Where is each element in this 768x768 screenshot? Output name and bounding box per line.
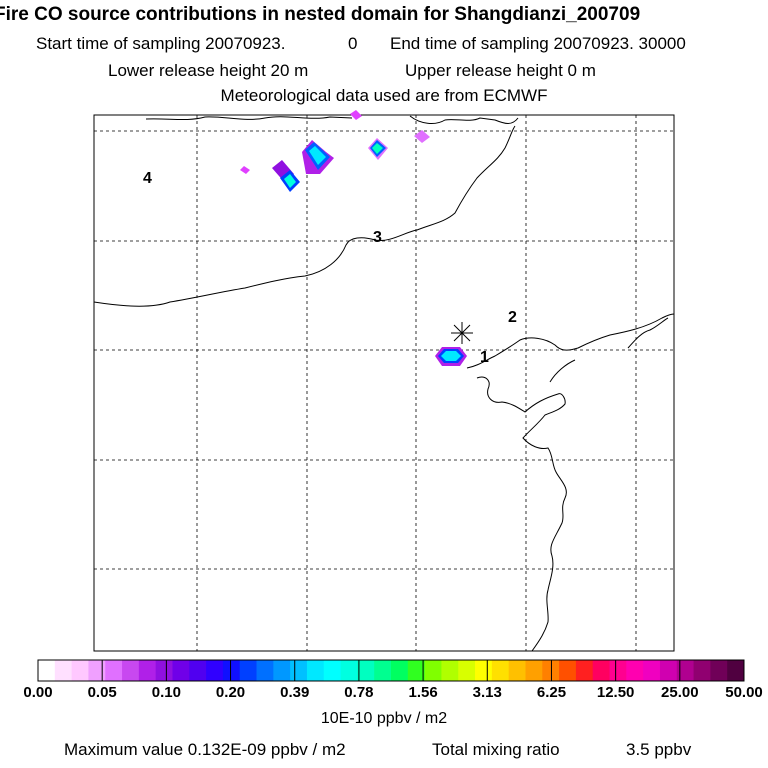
color-scale [38, 660, 745, 681]
color-scale-cell [88, 660, 106, 681]
color-scale-units: 10E-10 ppbv / m2 [320, 710, 448, 727]
color-scale-cell [189, 660, 207, 681]
color-scale-cell [592, 660, 611, 681]
color-scale-cell [71, 660, 89, 681]
color-scale-tick-label: 6.25 [536, 684, 567, 701]
color-scale-cell [323, 660, 342, 681]
coastline [476, 376, 567, 652]
color-scale-cell [172, 660, 190, 681]
map-frame [93, 114, 675, 652]
color-scale-cell [458, 660, 476, 681]
region-label-3: 3 [373, 229, 382, 246]
color-scale-tick-label: 25.00 [661, 684, 699, 701]
color-scale-cell [441, 660, 459, 681]
receptor-star-icon [451, 322, 473, 344]
color-scale-cell [222, 660, 241, 681]
region-label-2: 2 [508, 309, 517, 326]
plume-cell [414, 130, 430, 143]
color-scale-dividers [101, 660, 681, 681]
region-label-4: 4 [143, 170, 152, 187]
border-line [145, 116, 353, 121]
color-scale-cell [575, 660, 594, 681]
plume-cell [372, 143, 383, 154]
color-scale-cell [273, 660, 291, 681]
color-scale-cell [54, 660, 73, 681]
color-scale-cell [290, 660, 308, 681]
lower-release-height: Lower release height 20 m [108, 61, 309, 80]
plume-cell [309, 146, 326, 165]
color-scale-cell [424, 660, 442, 681]
color-scale-cell [340, 660, 358, 681]
color-scale-cell [559, 660, 577, 681]
color-scale-cell [239, 660, 258, 681]
color-scale-cell [475, 660, 493, 681]
color-scale-cell [407, 660, 426, 681]
concentration-plumes [240, 110, 467, 366]
color-scale-tick-label: 0.20 [215, 684, 246, 701]
total-mixing-value: 3.5 ppbv [626, 740, 692, 759]
color-scale-tick-label: 3.13 [472, 684, 502, 701]
color-scale-cell [138, 660, 157, 681]
map-boundaries [93, 115, 675, 652]
color-scale-cell [626, 660, 644, 681]
color-scale-cell [491, 660, 510, 681]
color-scale-cell [710, 660, 728, 681]
color-scale-cell [155, 660, 173, 681]
total-mixing-label: Total mixing ratio [432, 740, 560, 759]
border-line [93, 125, 516, 307]
color-scale-tick-label: 0.10 [151, 684, 181, 701]
color-scale-cell [676, 660, 695, 681]
color-scale-tick-label: 12.50 [596, 684, 635, 701]
plume-cell [441, 351, 461, 361]
met-data-source: Meteorological data used are from ECMWF [220, 86, 548, 105]
color-scale-frame [37, 659, 745, 682]
chart-title: Fire CO source contributions in nested d… [0, 4, 641, 25]
plume-cell [284, 174, 296, 188]
border-line [409, 115, 519, 124]
color-scale-tick-label: 0.78 [344, 684, 374, 701]
color-scale-tick-label: 50.00 [725, 684, 763, 701]
color-scale-cell [256, 660, 274, 681]
plume-cell [240, 166, 250, 174]
color-scale-cell [391, 660, 409, 681]
map-grid [94, 115, 674, 651]
coastline [549, 359, 576, 383]
plume-cell [350, 110, 362, 120]
color-scale-cell [122, 660, 140, 681]
coastline [627, 317, 669, 349]
maximum-value: Maximum value 0.132E-09 ppbv / m2 [64, 740, 346, 759]
color-scale-cell [206, 660, 224, 681]
color-scale-cell [525, 660, 543, 681]
color-scale-cell [306, 660, 325, 681]
color-scale-tick-label: 0.05 [87, 684, 117, 701]
coastline [466, 313, 675, 369]
color-scale-cell [374, 660, 392, 681]
color-scale-cell [727, 660, 745, 681]
color-scale-cell [105, 660, 123, 681]
color-scale-tick-label: 0.39 [280, 684, 310, 701]
start-time-label: Start time of sampling 20070923. [36, 34, 286, 53]
color-scale-tick-label: 0.00 [23, 684, 53, 701]
region-label-1: 1 [480, 349, 489, 366]
color-scale-cell [38, 660, 56, 681]
color-scale-tick-label: 1.56 [408, 684, 438, 701]
color-scale-cell [508, 660, 526, 681]
upper-release-height: Upper release height 0 m [405, 61, 596, 80]
color-scale-cell [693, 660, 711, 681]
color-scale-cell [643, 660, 661, 681]
end-time-label: End time of sampling 20070923. 30000 [390, 34, 686, 53]
color-scale-cell [542, 660, 560, 681]
color-scale-cell [357, 660, 375, 681]
color-scale-cell [659, 660, 678, 681]
color-scale-cell [609, 660, 627, 681]
start-time-value: 0 [348, 34, 358, 53]
